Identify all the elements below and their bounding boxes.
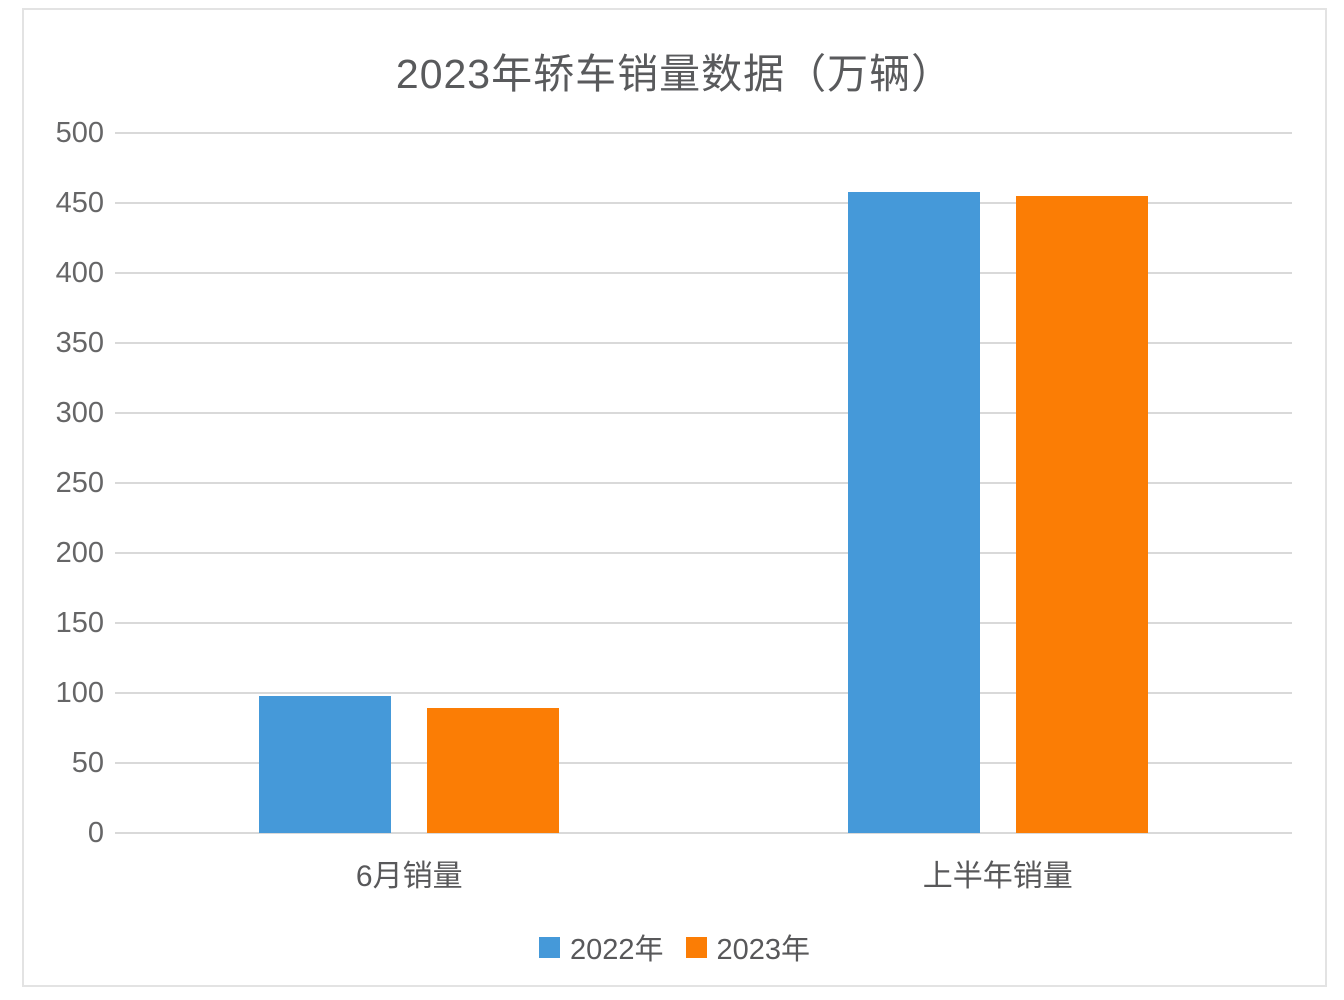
x-axis-label-june: 6月销量 — [355, 860, 463, 893]
gridline — [115, 272, 1292, 274]
y-axis-tick-label: 350 — [55, 327, 104, 359]
legend-label-2023: 2023年 — [716, 934, 811, 966]
legend: 2022年 2023年 — [24, 926, 1325, 968]
chart-title: 2023年轿车销量数据（万辆） — [395, 51, 954, 97]
y-axis-tick-label: 250 — [55, 467, 104, 499]
legend-item-2022: 2022年 — [538, 926, 664, 968]
gridline — [115, 762, 1292, 764]
x-axis-label-halfyear: 上半年销量 — [922, 860, 1073, 893]
gridline — [115, 692, 1292, 694]
y-axis-tick-label: 300 — [55, 397, 104, 429]
bar-2022年 — [847, 191, 980, 833]
gridline — [115, 202, 1292, 204]
gridline — [115, 482, 1292, 484]
y-axis-tick-label: 400 — [55, 257, 104, 289]
gridline — [115, 622, 1292, 624]
y-axis-tick-label: 100 — [55, 677, 104, 709]
gridline — [115, 342, 1292, 344]
bar-2022年 — [259, 695, 392, 833]
gridline — [115, 832, 1292, 834]
y-axis-tick-label: 150 — [55, 607, 104, 639]
y-axis-tick-label: 200 — [55, 537, 104, 569]
chart-frame: 2023年轿车销量数据（万辆） 0 50 100 150 200 250 300 350 400… — [22, 8, 1327, 987]
y-axis-tick-label: 50 — [71, 747, 104, 779]
legend-label-2022: 2022年 — [569, 934, 664, 966]
legend-item-2023: 2023年 — [685, 926, 811, 968]
legend-swatch-2023-icon — [685, 936, 707, 958]
bar-2023年 — [1015, 196, 1148, 833]
gridline — [115, 412, 1292, 414]
gridline — [115, 552, 1292, 554]
legend-swatch-2022-icon — [538, 936, 560, 958]
gridline — [115, 132, 1292, 134]
y-axis-tick-label: 0 — [87, 817, 104, 849]
y-axis-tick-label: 500 — [55, 117, 104, 149]
y-axis-tick-label: 450 — [55, 187, 104, 219]
plot-area: 0 50 100 150 200 250 300 350 400 450 500 — [24, 10, 1325, 985]
bar-2023年 — [427, 708, 560, 833]
